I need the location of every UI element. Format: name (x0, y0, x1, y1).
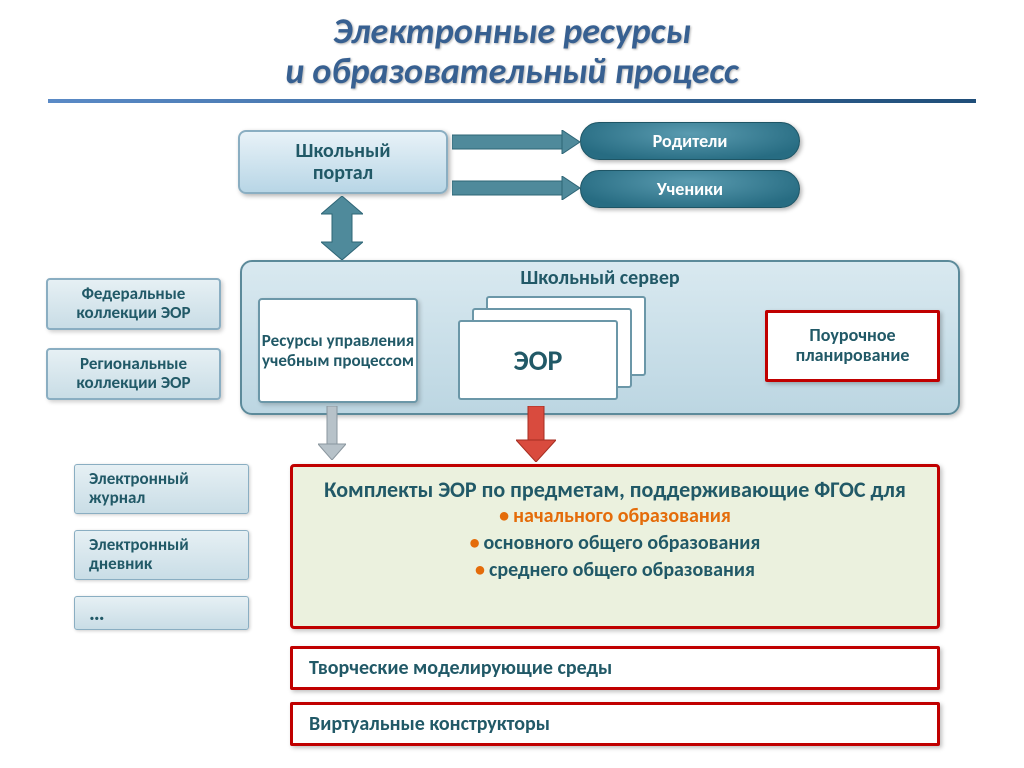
parents-label: Родители (653, 130, 728, 152)
eor-kits-bullet-2: •основного общего образования (311, 530, 919, 557)
students-pill: Ученики (580, 170, 800, 208)
creative-env-label: Творческие моделирующие среды (309, 656, 612, 680)
creative-env-box: Творческие моделирующие среды (290, 646, 940, 690)
eor-stack: ЭОР (458, 296, 648, 404)
school-portal-box: Школьный портал (238, 130, 448, 194)
arrow-portal-server (321, 196, 363, 260)
arrow-eor-down (516, 406, 556, 462)
parents-pill: Родители (580, 122, 800, 160)
lesson-planning-label: Поурочное планирование (768, 326, 937, 366)
arrow-resmgmt-down (318, 406, 346, 460)
eor-sheet-1: ЭОР (458, 320, 618, 400)
virtual-constructors-box: Виртуальные конструкторы (290, 702, 940, 746)
title-line2: и образовательный процесс (285, 49, 738, 93)
eor-kits-bullet-3-text: среднего общего образования (489, 558, 755, 582)
arrow-portal-parents (452, 130, 580, 154)
more-box: … (74, 596, 249, 630)
school-portal-label: Школьный портал (296, 140, 391, 184)
page-title: Электронные ресурсы и образовательный пр… (0, 0, 1024, 91)
eor-kits-head: Комплекты ЭОР по предметам, поддерживающ… (311, 477, 919, 503)
title-line1: Электронные ресурсы (333, 9, 691, 53)
virtual-constructors-label: Виртуальные конструкторы (309, 712, 550, 736)
federal-collections-box: Федеральные коллекции ЭОР (46, 278, 221, 330)
ediary-box: Электронный дневник (74, 530, 249, 580)
students-label: Ученики (657, 178, 723, 200)
lesson-planning-box: Поурочное планирование (765, 310, 940, 382)
ejournal-label: Электронный журнал (89, 470, 248, 507)
eor-label: ЭОР (514, 343, 563, 378)
ediary-label: Электронный дневник (89, 536, 248, 573)
regional-collections-box: Региональные коллекции ЭОР (46, 348, 221, 400)
eor-kits-box: Комплекты ЭОР по предметам, поддерживающ… (290, 464, 940, 629)
arrow-portal-students (452, 176, 580, 200)
eor-kits-bullet-1-text: начального образования (513, 504, 731, 528)
eor-kits-bullet-3: •среднего общего образования (311, 557, 919, 584)
eor-kits-bullet-1: •начального образования (311, 503, 919, 530)
regional-collections-label: Региональные коллекции ЭОР (48, 355, 219, 392)
eor-kits-bullet-2-text: основного общего образования (484, 531, 761, 555)
resource-management-label: Ресурсы управления учебным процессом (260, 331, 416, 370)
ejournal-box: Электронный журнал (74, 464, 249, 514)
school-server-title: Школьный сервер (242, 266, 958, 290)
title-underline (48, 99, 976, 103)
resource-management-box: Ресурсы управления учебным процессом (258, 298, 418, 403)
federal-collections-label: Федеральные коллекции ЭОР (48, 285, 219, 322)
more-label: … (89, 601, 105, 625)
